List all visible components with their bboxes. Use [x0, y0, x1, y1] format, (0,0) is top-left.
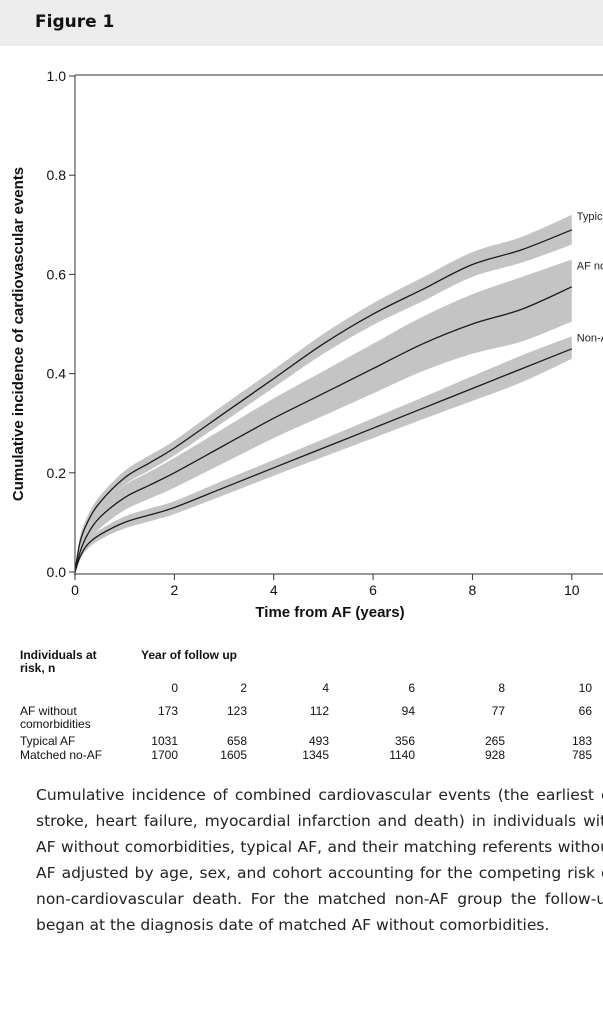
y-tick-label: 0.0 — [47, 564, 67, 580]
year-2: 2 — [240, 681, 247, 695]
risk-cell: 785 — [571, 748, 592, 762]
row-label-typical-af: Typical AF — [20, 734, 76, 748]
series-lines — [74, 229, 573, 573]
risk-header-line-1: Individuals at — [20, 648, 97, 662]
risk-cell: 658 — [226, 734, 247, 748]
risk-cell: 123 — [226, 704, 247, 718]
x-tick-label: 8 — [469, 582, 477, 598]
x-tick-label: 4 — [270, 582, 278, 598]
cumulative-incidence-chart: 0.0 0.2 0.4 0.6 0.8 1.0 0 2 4 6 8 10 Time from AF (y… — [10, 68, 603, 621]
risk-cell: 77 — [491, 704, 505, 718]
row-label-matched-no-af: Matched no-AF — [20, 748, 103, 762]
x-tick-label: 0 — [71, 582, 79, 598]
year-of-follow-up-header: Year of follow up — [141, 648, 238, 662]
x-tick-label: 6 — [369, 582, 377, 598]
row-label-af-no-comorb-2: comorbidities — [20, 717, 91, 731]
risk-cell: 265 — [484, 734, 505, 748]
line-af-no-comorbidity — [74, 286, 573, 573]
risk-cell: 493 — [308, 734, 329, 748]
risk-cell: 112 — [309, 704, 329, 718]
line-non-af — [74, 348, 573, 573]
series-label: Non-AF — [577, 332, 603, 344]
y-tick-label: 0.2 — [47, 465, 67, 481]
figure-caption: Cumulative incidence of combined cardiov… — [36, 786, 603, 934]
risk-table: Individuals at risk, n Year of follow up… — [0, 645, 603, 780]
band-typical-af — [75, 214, 572, 572]
risk-cell: 356 — [394, 734, 415, 748]
risk-cell: 1140 — [389, 748, 415, 762]
series-label: AF no comorbidity — [577, 260, 603, 272]
year-6: 6 — [408, 681, 415, 695]
x-axis-title: Time from AF (years) — [255, 604, 404, 621]
risk-cell: 928 — [484, 748, 505, 762]
y-tick-label: 0.6 — [47, 266, 67, 282]
y-tick-label: 0.8 — [47, 167, 67, 183]
risk-header-line-2: risk, n — [20, 661, 56, 675]
figure-header: Figure 1 — [0, 0, 603, 46]
y-tick-label: 1.0 — [47, 68, 67, 84]
x-tick-label: 2 — [170, 582, 178, 598]
risk-cell: 173 — [157, 704, 178, 718]
band-af-no-comorbidity — [75, 259, 572, 572]
year-0: 0 — [171, 681, 178, 695]
risk-cell: 1031 — [151, 734, 178, 748]
series-label: Typical AF — [577, 211, 603, 223]
year-4: 4 — [322, 681, 329, 695]
axes: 0.0 0.2 0.4 0.6 0.8 1.0 0 2 4 6 8 10 Time from AF (y… — [10, 68, 603, 621]
row-label-af-no-comorb-1: AF without — [20, 704, 77, 718]
risk-cell: 183 — [571, 734, 592, 748]
y-tick-label: 0.4 — [47, 366, 67, 382]
band-non-af — [75, 336, 572, 572]
confidence-bands — [75, 214, 572, 572]
y-axis-title: Cumulative incidence of cardiovascular e… — [10, 167, 27, 501]
risk-cell: 66 — [578, 704, 592, 718]
figure-title: Figure 1 — [35, 12, 115, 32]
risk-cell: 1345 — [302, 748, 329, 762]
year-10: 10 — [578, 681, 592, 695]
risk-cell: 1700 — [151, 748, 178, 762]
x-tick-label: 10 — [564, 582, 580, 598]
year-8: 8 — [498, 681, 505, 695]
line-typical-af — [74, 229, 573, 573]
risk-cell: 94 — [401, 704, 415, 718]
series-labels: Typical AF AF no comorbidity Non-AF — [577, 211, 603, 345]
risk-cell: 1605 — [220, 748, 247, 762]
